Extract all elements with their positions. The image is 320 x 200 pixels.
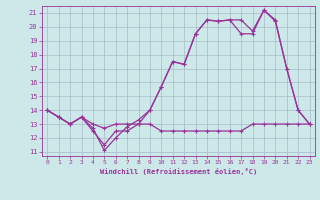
X-axis label: Windchill (Refroidissement éolien,°C): Windchill (Refroidissement éolien,°C) [100,168,257,175]
